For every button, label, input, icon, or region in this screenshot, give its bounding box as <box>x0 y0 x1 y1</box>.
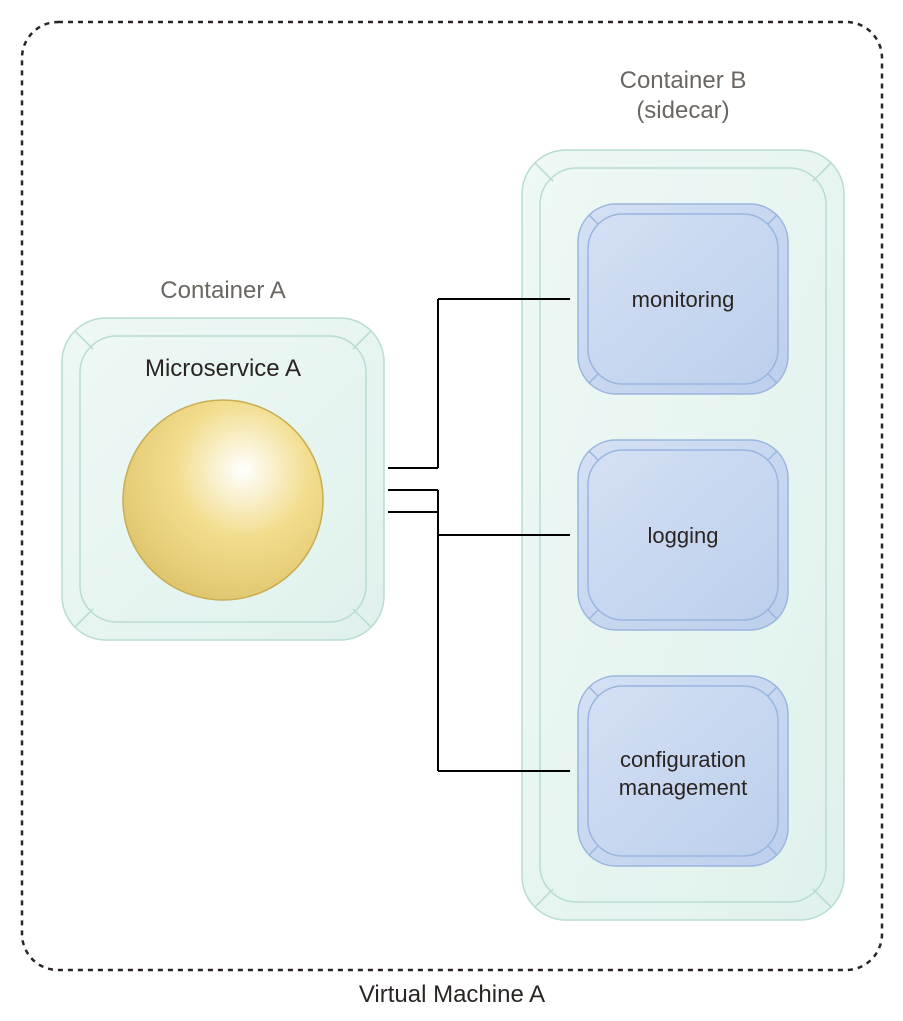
card-label: management <box>619 775 747 800</box>
sidecar-card: monitoring <box>578 204 788 394</box>
microservice-sphere <box>123 400 323 600</box>
sidecar-card: logging <box>578 440 788 630</box>
card-label: logging <box>648 523 719 548</box>
diagram-canvas: monitoring logging configuration management… <box>0 0 903 1021</box>
card-label: configuration <box>620 747 746 772</box>
microservice-label: Microservice A <box>145 355 301 382</box>
card-label: monitoring <box>632 287 735 312</box>
sidecar-card: configuration management <box>578 676 788 866</box>
container-b-label-line2: (sidecar) <box>636 97 729 124</box>
container-a-label: Container A <box>160 277 285 304</box>
vm-label: Virtual Machine A <box>359 981 545 1008</box>
container-b-label-line1: Container B <box>620 67 747 94</box>
